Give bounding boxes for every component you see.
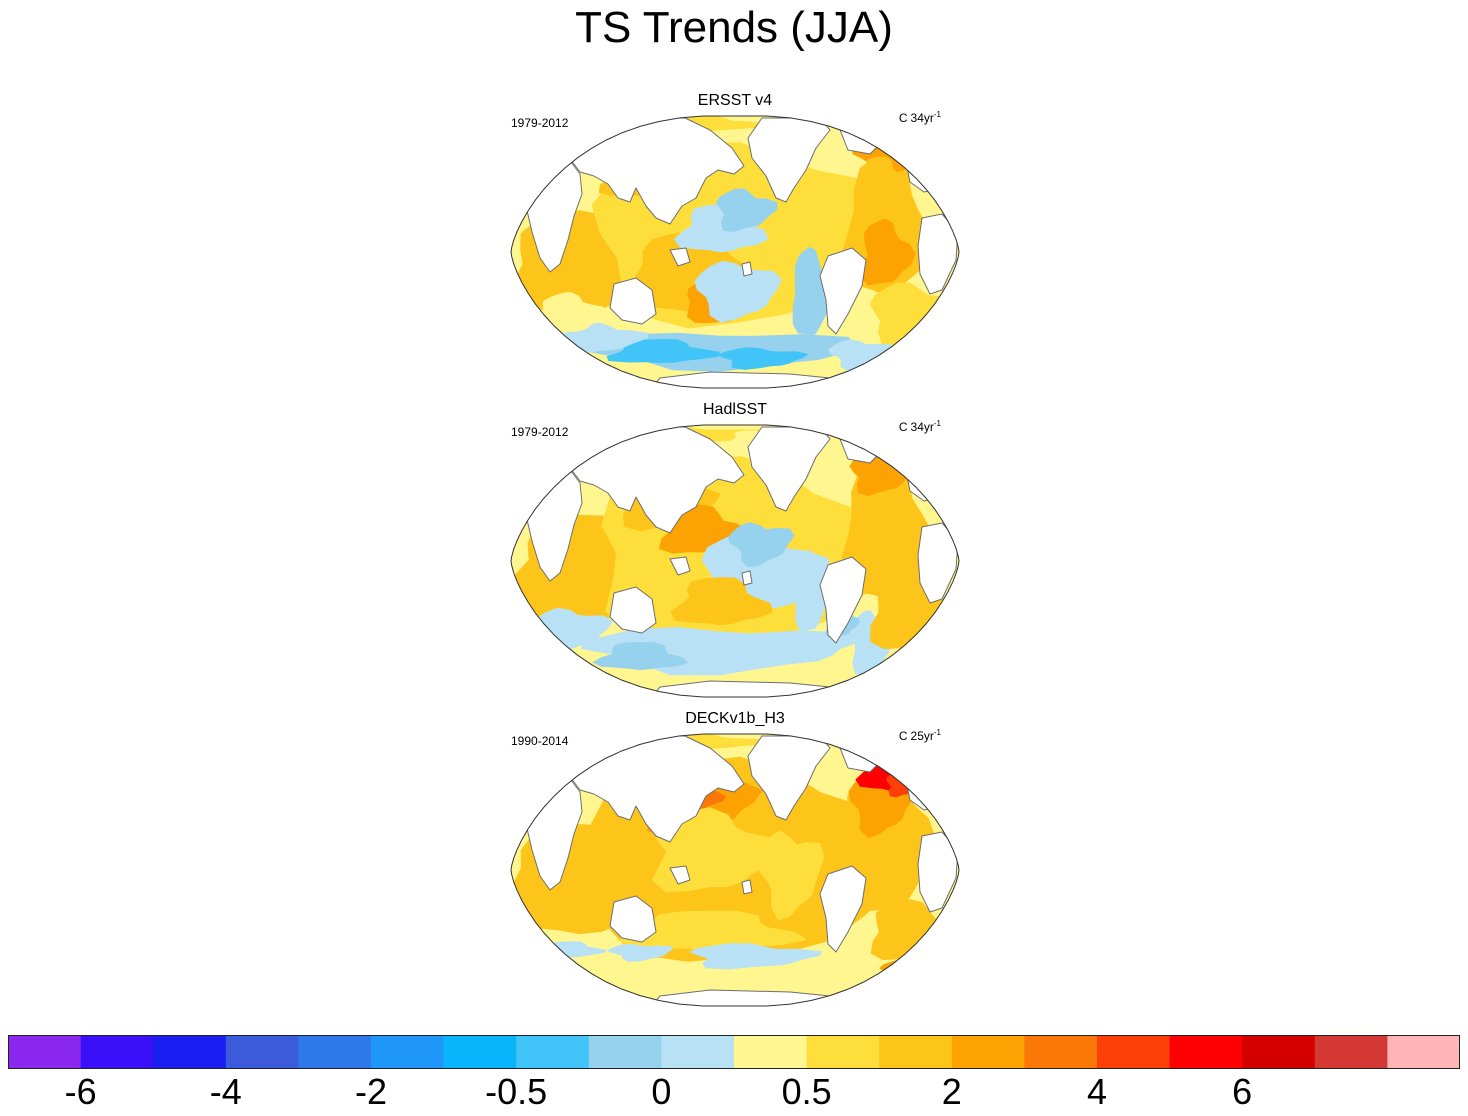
map-border: [510, 115, 960, 389]
colorbar-box: [1024, 1035, 1098, 1069]
trend-region: [856, 157, 905, 189]
trend-region: [860, 218, 916, 286]
map-field: [511, 734, 959, 1006]
colorbar-box: [806, 1035, 880, 1069]
trend-region: [716, 188, 778, 232]
trend-region: [694, 260, 782, 323]
continent: [747, 735, 831, 821]
colorbar-box: [516, 1035, 590, 1069]
colorbar-box: [879, 1035, 953, 1069]
colorbar: [8, 1035, 1460, 1069]
trend-region: [879, 959, 947, 986]
colorbar-box: [80, 1035, 154, 1069]
trend-region: [865, 744, 887, 762]
colorbar-box: [153, 1035, 227, 1069]
trend-region: [758, 830, 825, 921]
colorbar-frame: [8, 1035, 1460, 1069]
continent: [669, 247, 691, 267]
continent: [819, 865, 867, 953]
map-panel-hadisst: HadlSST 1979-2012 C 34yr-1: [500, 401, 970, 705]
continent: [609, 895, 657, 943]
continent: [567, 735, 745, 843]
trend-region: [718, 347, 809, 370]
colorbar-box: [8, 1035, 81, 1069]
colorbar-box: [1169, 1035, 1243, 1069]
colorbar-box: [225, 1035, 299, 1069]
trend-region: [795, 549, 829, 631]
continent: [747, 426, 831, 512]
colorbar-tick-label: -4: [209, 1071, 242, 1112]
colorbar-box: [1314, 1035, 1388, 1069]
trend-region: [670, 577, 774, 626]
panel-period: 1979-2012: [511, 116, 569, 130]
colorbar-box: [734, 1035, 807, 1069]
continent: [567, 117, 745, 225]
trend-region: [792, 246, 832, 335]
world-map: [510, 115, 960, 389]
continent: [747, 117, 831, 203]
continent: [917, 831, 959, 913]
trend-region: [560, 322, 649, 353]
map-border: [510, 733, 960, 1007]
trend-region: [541, 291, 608, 335]
trend-region: [608, 943, 674, 962]
map-panel-deck: DECKv1b_H3 1990-2014 C 25yr-1: [500, 710, 970, 1014]
colorbar-box: [443, 1035, 517, 1069]
colorbar-box: [1097, 1035, 1170, 1069]
colorbar-box: [661, 1035, 735, 1069]
world-map: [510, 733, 960, 1007]
continent: [741, 879, 753, 895]
colorbar-box: [298, 1035, 372, 1069]
map-panel-ersst: ERSST v4 1979-2012 C 34yr-1: [500, 92, 970, 396]
continent: [567, 426, 745, 534]
trend-region: [673, 204, 769, 253]
continent: [741, 261, 753, 277]
colorbar-box: [1387, 1035, 1460, 1069]
trend-region: [616, 910, 808, 951]
colorbar-box: [371, 1035, 444, 1069]
colorbar-box: [1242, 1035, 1316, 1069]
trend-region: [870, 899, 959, 961]
panel-title: DECKv1b_H3: [685, 710, 785, 727]
trend-region: [606, 339, 721, 363]
trend-region: [869, 282, 957, 347]
panel-units: C 34yr-1: [898, 419, 941, 434]
continent: [819, 247, 867, 335]
colorbar-tick-label: -0.5: [485, 1071, 548, 1112]
colorbar-tick-label: 0.5: [781, 1071, 832, 1112]
panel-units: C 25yr-1: [898, 728, 941, 743]
world-map: [510, 424, 960, 698]
map-field: [511, 116, 959, 388]
continent: [669, 865, 691, 885]
continent: [609, 586, 657, 634]
panel-units: C 34yr-1: [898, 110, 941, 125]
continent: [819, 556, 867, 644]
continent: [669, 556, 691, 576]
colorbar-tick-label: 0: [651, 1071, 672, 1112]
colorbar-tick-label: -6: [64, 1071, 97, 1112]
colorbar-tick-label: -2: [354, 1071, 388, 1112]
panel-title: ERSST v4: [697, 92, 773, 109]
trend-region: [689, 943, 823, 970]
colorbar-tick-label: 6: [1232, 1071, 1253, 1112]
trend-region: [592, 642, 689, 671]
colorbar-labels: -6 -4 -2 -0.5 0 0.5 2 4 6: [0, 1072, 1468, 1116]
map-border: [510, 424, 960, 698]
colorbar-box: [588, 1035, 662, 1069]
continent: [917, 213, 959, 295]
trend-region: [728, 522, 795, 568]
continent: [917, 522, 959, 604]
continent: [741, 570, 753, 586]
colorbar-tick-label: 4: [1086, 1071, 1108, 1112]
chart-title: TS Trends (JJA): [575, 3, 893, 52]
panel-period: 1979-2012: [511, 425, 569, 439]
continent: [609, 277, 657, 325]
panel-period: 1990-2014: [511, 734, 569, 748]
colorbar-tick-label: 2: [941, 1071, 962, 1112]
colorbar-box: [951, 1035, 1025, 1069]
panel-title: HadlSST: [702, 401, 768, 418]
